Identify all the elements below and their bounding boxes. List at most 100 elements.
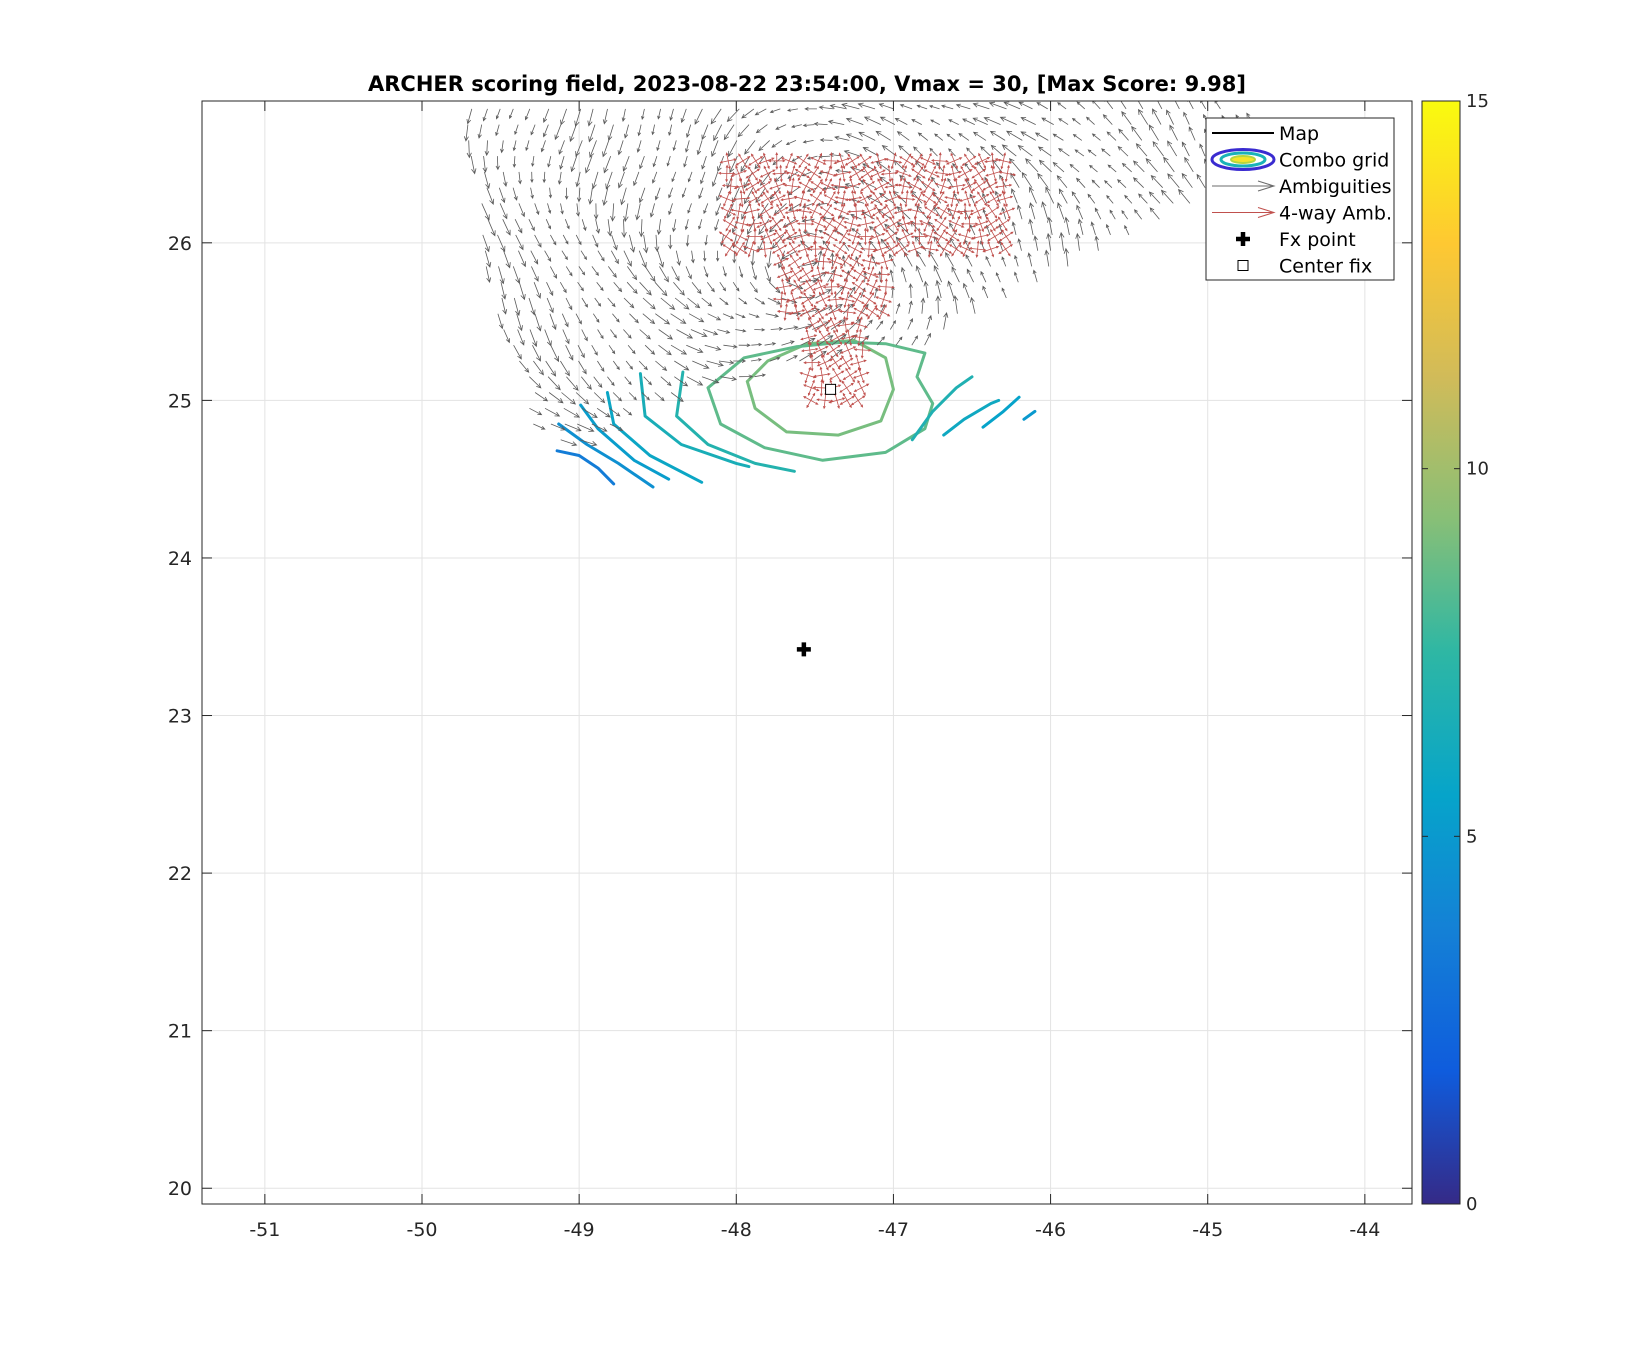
four-way-ambiguity-vector (944, 210, 952, 216)
four-way-ambiguity-vector (767, 198, 773, 207)
four-way-ambiguity-vector (875, 296, 884, 300)
ambiguity-vector (1029, 186, 1037, 204)
four-way-ambiguity-vector (806, 311, 812, 320)
four-way-ambiguity-vector (779, 299, 783, 309)
four-way-ambiguity-vector (793, 279, 799, 288)
four-way-ambiguity-vector (818, 311, 824, 320)
four-way-ambiguity-vector (810, 282, 819, 288)
four-way-ambiguity-vector (802, 198, 811, 202)
four-way-ambiguity-vector (963, 236, 967, 246)
four-way-ambiguity-vector (987, 240, 992, 250)
four-way-ambiguity-vector (906, 222, 916, 226)
four-way-ambiguity-vector (889, 211, 895, 219)
four-way-ambiguity-vector (945, 160, 955, 165)
ambiguity-vector (965, 254, 973, 267)
ambiguity-vector (530, 250, 539, 265)
four-way-ambiguity-vector (910, 194, 919, 200)
four-way-ambiguity-vector (782, 223, 791, 228)
ambiguity-vector (1020, 131, 1037, 141)
four-way-ambiguity-vector (906, 181, 915, 187)
four-way-ambiguity-vector (725, 223, 731, 232)
four-way-ambiguity-vector (790, 286, 799, 292)
four-way-ambiguity-vector (867, 185, 873, 194)
four-way-ambiguity-vector (809, 261, 814, 271)
four-way-ambiguity-vector (819, 387, 823, 397)
ambiguity-vector (470, 156, 477, 175)
ambiguity-vector (845, 117, 864, 125)
ambiguity-vector (626, 281, 638, 294)
four-way-ambiguity-vector (876, 216, 882, 225)
ambiguity-vector (1017, 145, 1033, 157)
four-way-ambiguity-vector (797, 286, 803, 295)
four-way-ambiguity-vector (733, 185, 743, 190)
four-way-ambiguity-vector (780, 206, 789, 212)
four-way-ambiguity-vector (913, 223, 917, 233)
four-way-ambiguity-vector (799, 311, 808, 317)
four-way-ambiguity-vector (794, 274, 801, 282)
four-way-ambiguity-vector (813, 236, 816, 246)
four-way-ambiguity-vector (873, 223, 882, 229)
four-way-ambiguity-vector (1001, 177, 1005, 187)
ambiguity-vector (530, 124, 536, 136)
ambiguity-vector (639, 329, 651, 340)
four-way-ambiguity-vector (880, 223, 886, 232)
four-way-ambiguity-vector (847, 210, 857, 214)
four-way-ambiguity-vector (856, 299, 865, 304)
four-way-ambiguity-vector (980, 233, 990, 237)
ambiguity-vector (638, 219, 645, 238)
ambiguity-vector (1032, 269, 1038, 283)
ambiguity-vector (984, 176, 991, 188)
four-way-ambiguity-vector (777, 198, 783, 207)
ambiguity-vector (1135, 143, 1148, 157)
four-way-ambiguity-vector (838, 177, 842, 187)
four-way-ambiguity-vector (874, 203, 880, 212)
four-way-ambiguity-vector (860, 190, 865, 199)
ambiguity-vector (990, 144, 1004, 157)
ambiguity-vector (544, 407, 561, 417)
four-way-ambiguity-vector (812, 349, 821, 354)
ambiguity-vector (654, 187, 661, 201)
x-tick-label: -48 (721, 1219, 752, 1241)
four-way-ambiguity-vector (824, 185, 829, 195)
four-way-ambiguity-vector (810, 273, 820, 278)
ambiguity-vector (545, 219, 551, 230)
ambiguity-vector (910, 190, 923, 204)
ambiguity-vector (819, 138, 833, 142)
ambiguity-vector (673, 281, 685, 296)
four-way-ambiguity-vector (776, 273, 786, 278)
four-way-ambiguity-vector (850, 321, 860, 326)
four-way-ambiguity-vector (857, 337, 861, 347)
ambiguity-vector (592, 234, 599, 248)
ambiguity-vector (516, 313, 523, 332)
four-way-ambiguity-vector (917, 160, 925, 166)
four-way-ambiguity-vector (872, 248, 881, 253)
four-way-ambiguity-vector (761, 203, 767, 212)
ambiguity-vector (972, 117, 988, 125)
ambiguity-vector (1121, 210, 1129, 220)
four-way-ambiguity-vector (952, 223, 957, 233)
four-way-ambiguity-vector (877, 173, 882, 182)
four-way-ambiguity-vector (726, 172, 736, 176)
ambiguity-vector (591, 171, 599, 190)
score-contours (555, 339, 1037, 489)
four-way-ambiguity-vector (887, 164, 891, 174)
ambiguity-vector (534, 392, 549, 402)
four-way-ambiguity-vector (1002, 152, 1006, 161)
ambiguity-vector (656, 140, 661, 152)
four-way-ambiguity-vector (788, 173, 793, 182)
ambiguity-vector (602, 187, 609, 206)
four-way-ambiguity-vector (882, 210, 891, 216)
four-way-ambiguity-vector (725, 229, 732, 237)
four-way-ambiguity-vector (854, 228, 859, 237)
four-way-ambiguity-vector (826, 240, 830, 250)
ambiguity-vector (907, 317, 913, 330)
four-way-ambiguity-vector (739, 241, 745, 250)
four-way-ambiguity-vector (928, 191, 935, 199)
four-way-ambiguity-vector (903, 173, 912, 177)
four-way-ambiguity-vector (843, 299, 847, 309)
ambiguity-vector (514, 124, 519, 135)
ambiguity-vector (751, 342, 763, 347)
ambiguity-vector (733, 359, 747, 363)
four-way-ambiguity-vector (985, 173, 994, 177)
four-way-ambiguity-vector (807, 387, 812, 397)
